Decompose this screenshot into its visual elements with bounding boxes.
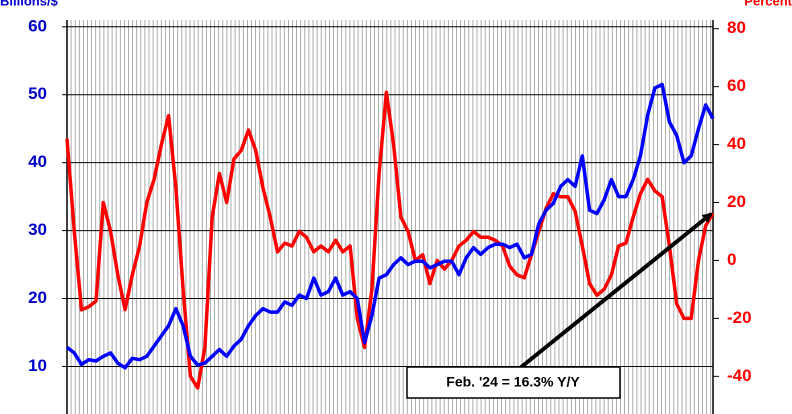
- annotation-text: Feb. '24 = 16.3% Y/Y: [446, 374, 580, 390]
- y2-tick-label: 20: [727, 192, 746, 211]
- y-tick-label: 20: [28, 288, 47, 307]
- y2-tick-label: 80: [727, 18, 746, 37]
- vertical-grid: [66, 20, 712, 414]
- plot-layer: 10 20 30 40 50 60 -40 -20 0 20 40 60 80: [28, 16, 752, 414]
- y-tick-label: 50: [28, 84, 47, 103]
- series-line: [65, 82, 715, 370]
- y2-tick-label: 60: [727, 76, 746, 95]
- y2-tick-label: 40: [727, 134, 746, 153]
- y2-tick-label: -40: [727, 366, 752, 385]
- y2-axis-label: Percent: [744, 0, 792, 8]
- y-tick-label: 10: [28, 356, 47, 375]
- y2-tick-label: 0: [727, 250, 736, 269]
- y2-tick-label: -20: [727, 308, 752, 327]
- annotation-arrow: [518, 212, 713, 370]
- annotation-box: [406, 366, 621, 399]
- y-tick-label: 60: [28, 16, 47, 35]
- y-tick-label: 40: [28, 152, 47, 171]
- y-tick-label: 30: [28, 220, 47, 239]
- y-axis-label: Billions/$: [0, 0, 59, 8]
- series-line: [65, 90, 715, 390]
